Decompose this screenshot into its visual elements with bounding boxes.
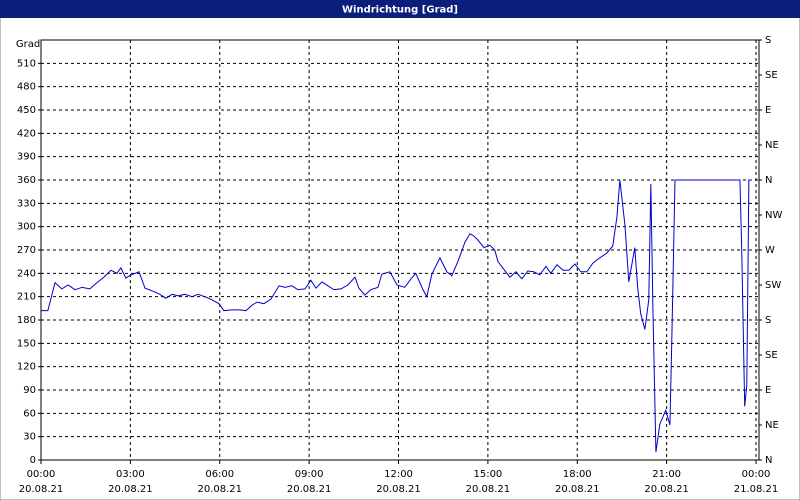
y2-tick-label: S — [765, 315, 771, 326]
y-tick-label: 240 — [17, 268, 36, 279]
y-tick-label: 270 — [17, 245, 36, 256]
x-tick-label: 21:00 — [652, 469, 681, 480]
y-axis-label: Grad — [16, 39, 40, 50]
data-line — [41, 179, 752, 453]
x-tick-date: 21.08.21 — [734, 484, 779, 495]
x-tick-date: 20.08.21 — [19, 484, 64, 495]
y2-tick-label: W — [765, 245, 775, 256]
x-tick-label: 03:00 — [116, 469, 145, 480]
y2-tick-label: N — [765, 455, 772, 466]
y-tick-label: 510 — [17, 58, 36, 69]
y2-tick-label: NE — [765, 420, 779, 431]
y-tick-label: 450 — [17, 105, 36, 116]
y-tick-label: 90 — [23, 385, 36, 396]
y-tick-label: 300 — [17, 222, 36, 233]
y2-tick-label: S — [765, 35, 771, 46]
x-tick-date: 20.08.21 — [287, 484, 332, 495]
plot-frame — [40, 39, 760, 461]
x-tick-date: 20.08.21 — [644, 484, 689, 495]
y-tick-label: 390 — [17, 152, 36, 163]
y-tick-label: 210 — [17, 292, 36, 303]
x-tick-label: 09:00 — [295, 469, 324, 480]
y2-tick-label: SE — [765, 350, 778, 361]
y-tick-label: 180 — [17, 315, 36, 326]
x-tick-label: 15:00 — [473, 469, 502, 480]
y-tick-label: 480 — [17, 82, 36, 93]
y-tick-label: 60 — [23, 408, 36, 419]
y-tick-label: 120 — [17, 362, 36, 373]
y-tick-label: 30 — [23, 432, 36, 443]
y-tick-label: 0 — [30, 455, 36, 466]
y-tick-label: 330 — [17, 198, 36, 209]
x-tick-label: 00:00 — [27, 469, 56, 480]
x-tick-date: 20.08.21 — [466, 484, 511, 495]
y2-tick-label: NW — [765, 210, 782, 221]
x-tick-date: 20.08.21 — [197, 484, 242, 495]
x-tick-label: 06:00 — [205, 469, 234, 480]
x-tick-label: 00:00 — [742, 469, 771, 480]
y-tick-label: 150 — [17, 338, 36, 349]
x-tick-date: 20.08.21 — [376, 484, 421, 495]
chart-title: Windrichtung [Grad] — [342, 5, 458, 16]
y2-tick-label: E — [765, 385, 771, 396]
x-tick-date: 20.08.21 — [555, 484, 600, 495]
y-tick-label: 420 — [17, 128, 36, 139]
y2-tick-label: SE — [765, 70, 778, 81]
y2-tick-label: SW — [765, 280, 781, 291]
title-bar — [0, 0, 800, 18]
y2-tick-label: N — [765, 175, 772, 186]
x-tick-date: 20.08.21 — [108, 484, 153, 495]
y-tick-label: 360 — [17, 175, 36, 186]
y2-tick-label: E — [765, 105, 771, 116]
y2-tick-label: NE — [765, 140, 779, 151]
x-tick-label: 12:00 — [384, 469, 413, 480]
x-tick-label: 18:00 — [563, 469, 592, 480]
